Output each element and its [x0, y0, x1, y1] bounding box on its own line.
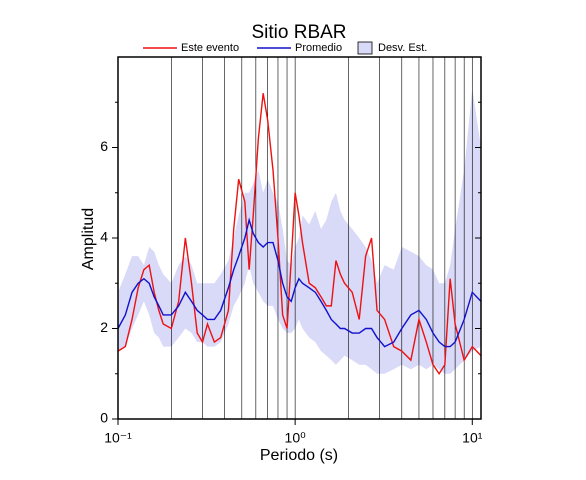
y-tick-label: 4 — [100, 229, 108, 245]
y-tick-label: 2 — [100, 319, 108, 335]
legend-label: Desv. Est. — [378, 42, 427, 54]
series-line — [117, 93, 482, 376]
std-band — [118, 88, 481, 374]
x-tick-label: 10⁻¹ — [104, 430, 132, 446]
y-tick-label: 6 — [100, 138, 108, 154]
legend-label: Este evento — [181, 42, 239, 54]
legend-label: Promedio — [295, 42, 342, 54]
plot-frame — [117, 56, 482, 420]
legend-swatch — [357, 41, 373, 55]
y-axis-label: Amplitud — [80, 208, 97, 270]
x-axis-label: Periodo (s) — [260, 447, 338, 464]
y-tick-label: 0 — [100, 410, 108, 426]
chart-title: Sitio RBAR — [251, 22, 346, 43]
x-tick-label: 10¹ — [462, 430, 483, 446]
x-tick-label: 10⁰ — [285, 430, 307, 446]
series-line — [117, 217, 482, 348]
